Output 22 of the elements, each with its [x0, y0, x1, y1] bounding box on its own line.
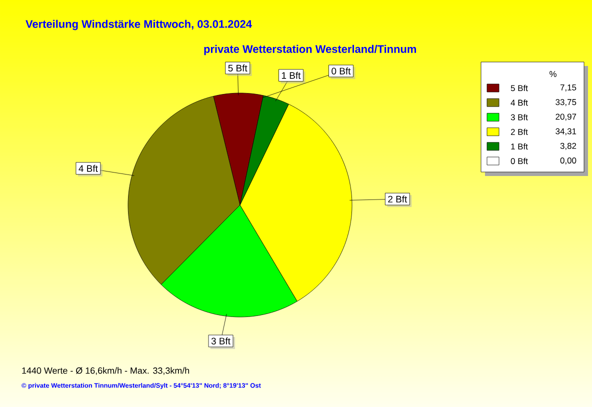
slice-label: 5 Bft	[228, 64, 248, 72]
data-label: 34,31	[556, 128, 576, 136]
legend-label: 1 Bft	[511, 143, 528, 150]
slice-label: 4 Bft	[78, 164, 98, 172]
legend-title: %	[550, 71, 556, 77]
text: 1440 Werte - Ø 16,6km/h - Max. 33,3km/h	[22, 367, 190, 375]
text: 0,00	[560, 158, 576, 164]
data-label: 20,97	[556, 114, 576, 121]
chart-title: Verteilung Windstärke Mittwoch, 03.01.2024	[26, 20, 252, 30]
data-label: 3,82	[560, 142, 576, 150]
chart-subtitle: private Wetterstation Westerland/Tinnum	[204, 44, 416, 56]
data-label: 7,15	[560, 84, 576, 92]
legend-label: 5 Bft	[510, 84, 528, 92]
legend-label: 0 Bft	[510, 158, 528, 164]
data-label: 33,75	[556, 99, 576, 106]
slice-label: 2 Bft	[388, 196, 408, 203]
category-label: 0 Bft	[332, 68, 351, 74]
slice-label: 3 Bft	[211, 337, 230, 344]
legend-label: 2 Bft	[510, 128, 528, 135]
legend-label: 4 Bft	[510, 100, 528, 106]
slice-label: 1 Bft	[282, 72, 301, 79]
legend-label: 3 Bft	[510, 114, 528, 120]
